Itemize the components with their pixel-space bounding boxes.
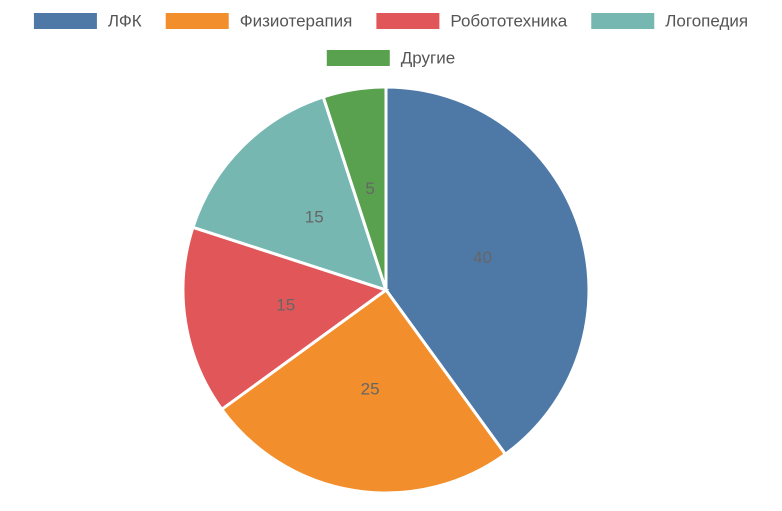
- legend-label: Физиотерапия: [240, 11, 353, 30]
- legend-label: ЛФК: [108, 11, 142, 30]
- data-label: 15: [276, 295, 295, 314]
- legend-swatch: [326, 50, 390, 66]
- data-label: 15: [305, 208, 324, 227]
- pie-slice: [181, 225, 390, 412]
- legend-label: Логопедия: [665, 11, 748, 30]
- data-label: 40: [473, 248, 492, 267]
- data-label: 5: [365, 179, 374, 198]
- legend-swatch: [591, 13, 655, 29]
- legend-label: Другие: [401, 48, 455, 67]
- pie-slice: [219, 287, 508, 495]
- data-label: 25: [361, 380, 380, 399]
- legend-swatch: [165, 13, 229, 29]
- pie-slice: [384, 85, 591, 457]
- legend-swatch: [33, 13, 97, 29]
- legend-swatch: [376, 13, 440, 29]
- legend-label: Робототехника: [450, 11, 567, 30]
- pie-slice: [321, 85, 388, 291]
